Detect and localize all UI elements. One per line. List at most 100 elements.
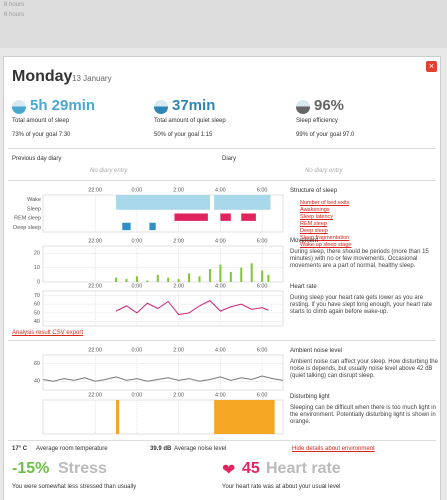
chart-frame	[42, 290, 284, 327]
lane-label: Sleep	[27, 206, 41, 212]
line	[115, 300, 269, 316]
close-button[interactable]: ×	[426, 61, 437, 72]
stat-value: 96%	[314, 97, 345, 114]
strip-label: 6 hours	[4, 12, 25, 18]
bar	[188, 273, 191, 282]
stat-label: Total amount of quiet sleep	[154, 118, 226, 124]
diary-title: Previous day diary	[12, 156, 62, 162]
side-link[interactable]: Sleep fragmentation	[300, 235, 350, 241]
y-tick-label: 50	[34, 310, 40, 316]
divider	[8, 340, 436, 341]
strip-label: 8 hours	[4, 2, 25, 8]
bar	[125, 279, 128, 282]
y-tick-label: 40	[34, 379, 40, 385]
x-tick-label: 2:00	[173, 347, 184, 353]
segment	[220, 213, 231, 221]
x-tick-label: 6:00	[257, 238, 268, 244]
x-tick-label: 6:00	[257, 283, 268, 289]
y-tick-label: 40	[34, 319, 40, 325]
stat-label: Total amount of sleep	[12, 118, 70, 124]
x-tick-label: 22:00	[88, 347, 102, 353]
temperature: 17° C	[12, 446, 28, 452]
line	[42, 375, 284, 382]
x-tick-label: 4:00	[215, 238, 226, 244]
bar	[261, 270, 264, 282]
stat-value: 37min	[172, 97, 216, 114]
side-title: Heart rate	[290, 284, 317, 290]
segment	[116, 400, 120, 434]
bar	[135, 276, 138, 282]
segment	[122, 222, 131, 231]
noise-label: Average noise level	[174, 446, 227, 452]
stat-icon	[296, 100, 310, 114]
x-tick-label: 0:00	[132, 283, 143, 289]
y-tick-label: 0	[37, 279, 40, 285]
x-tick-label: 0:00	[132, 347, 143, 353]
stat-value: 5h 29min	[30, 97, 96, 114]
side-title: Structure of sleep	[290, 188, 338, 194]
side-link[interactable]: REM sleep	[300, 221, 327, 227]
segment	[241, 213, 256, 221]
x-tick-label: 22:00	[88, 392, 102, 398]
stat-icon	[12, 100, 26, 114]
chart-frame	[42, 399, 284, 435]
diary-entry: No diary entry	[305, 168, 343, 174]
x-tick-label: 6:00	[257, 392, 268, 398]
side-text: Ambient noise can affect your sleep. How…	[290, 359, 438, 379]
x-tick-label: 4:00	[215, 392, 226, 398]
side-link[interactable]: Deep sleep	[300, 228, 328, 234]
segment	[214, 195, 271, 210]
segment	[214, 400, 275, 434]
side-text: During sleep, there should be periods (m…	[290, 249, 429, 269]
diary-entry: No diary entry	[90, 168, 128, 174]
x-tick-label: 0:00	[132, 238, 143, 244]
x-tick-label: 4:00	[215, 187, 226, 193]
stress-text: You were somewhat less stressed than usu…	[12, 484, 137, 490]
segment	[116, 195, 210, 210]
hr-label: Heart rate	[266, 460, 341, 477]
x-tick-label: 2:00	[173, 283, 184, 289]
side-title: Disturbing light	[290, 394, 330, 400]
lane-label: Wake	[27, 197, 41, 203]
x-tick-label: 0:00	[132, 187, 143, 193]
csv-link[interactable]: Analysis result CSV export	[12, 330, 84, 336]
x-tick-label: 0:00	[132, 392, 143, 398]
stat-goal: 73% of your goal 7:30	[12, 132, 71, 138]
bar	[177, 279, 180, 282]
divider	[8, 148, 436, 149]
side-title: Movement	[290, 238, 319, 244]
date: 13 January	[72, 74, 112, 83]
side-link[interactable]: Awakenings	[300, 207, 330, 213]
temperature-label: Average room temperature	[36, 446, 108, 452]
hide-link[interactable]: Hide details about environment	[292, 446, 375, 452]
stat-label: Sleep efficiency	[296, 118, 338, 124]
stat-goal: 50% of your goal 1:15	[154, 132, 213, 138]
side-link[interactable]: Wake-up sleep stage	[300, 242, 352, 248]
stat-goal: 99% of your goal 97.0	[296, 132, 355, 138]
bar	[240, 267, 243, 282]
bar	[146, 280, 149, 282]
y-tick-label: 60	[34, 302, 40, 308]
lane-label: REM sleep	[14, 216, 41, 222]
noise: 39.9 dB	[150, 446, 172, 452]
bar	[219, 264, 222, 282]
day: Monday	[12, 68, 73, 85]
lane-label: Deep sleep	[13, 225, 41, 231]
bar	[267, 274, 270, 282]
stress-value: -15%	[12, 460, 50, 477]
side-title: Ambient noise level	[290, 348, 343, 354]
bar	[115, 277, 118, 282]
side-link[interactable]: Number of bed exits	[300, 200, 350, 206]
x-tick-label: 22:00	[88, 283, 102, 289]
segment	[174, 213, 208, 221]
x-tick-label: 22:00	[88, 238, 102, 244]
hr-value: 45	[242, 460, 260, 477]
x-tick-label: 4:00	[215, 283, 226, 289]
side-link[interactable]: Sleep latency	[300, 214, 334, 220]
x-tick-label: 6:00	[257, 347, 268, 353]
chart-frame	[42, 354, 284, 391]
x-tick-label: 22:00	[88, 187, 102, 193]
divider	[8, 440, 436, 441]
